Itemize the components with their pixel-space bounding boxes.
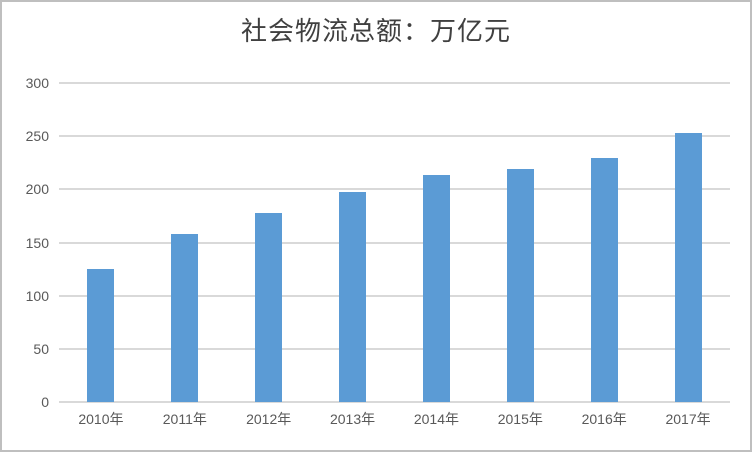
x-tick-label-2011年: 2011年 <box>162 411 207 427</box>
gridline-50 <box>59 347 730 350</box>
bar-2014年 <box>422 174 450 402</box>
x-tick-label-2010年: 2010年 <box>78 411 124 427</box>
bar-slot <box>395 83 479 402</box>
plot-area <box>59 82 730 403</box>
bar-2011年 <box>171 233 199 402</box>
bar-slot <box>478 83 562 402</box>
bar-slot <box>59 83 143 402</box>
chart-title: 社会物流总额：万亿元 <box>240 17 511 47</box>
bar-slot <box>227 83 311 402</box>
bar-2010年 <box>87 268 115 402</box>
x-tick-label-2015年: 2015年 <box>497 411 543 427</box>
bar-slot <box>562 83 646 402</box>
x-tick-label-2016年: 2016年 <box>581 411 627 427</box>
gridline-200 <box>59 188 730 191</box>
y-tick-label-100: 100 <box>25 287 49 304</box>
y-tick-label-150: 150 <box>25 234 49 251</box>
bar-slot <box>143 83 227 402</box>
gridline-100 <box>59 294 730 297</box>
y-tick-label-300: 300 <box>25 75 49 91</box>
y-tick-label-0: 0 <box>41 394 49 410</box>
bar-2013年 <box>339 191 367 402</box>
bar-slot <box>311 83 395 402</box>
gridline-0 <box>59 401 730 403</box>
x-tick-label-2012年: 2012年 <box>246 411 292 427</box>
x-axis-tick-labels: 2010年 2011年 2012年 2013年 2014年 2015年 2016年 2017年 <box>59 408 730 430</box>
gridline-300 <box>59 82 730 84</box>
bar-2015年 <box>506 168 534 402</box>
y-tick-label-200: 200 <box>25 181 49 198</box>
x-tick-label-2013年: 2013年 <box>329 411 376 427</box>
gridline-250 <box>59 135 730 138</box>
bar-2012年 <box>255 213 283 402</box>
y-tick-label-250: 250 <box>25 128 49 145</box>
bar-2016年 <box>590 157 618 402</box>
y-tick-label-50: 50 <box>33 340 49 357</box>
x-tick-label-2014年: 2014年 <box>413 411 460 427</box>
bar-slot <box>646 83 730 402</box>
gridline-150 <box>59 241 730 244</box>
bar-series <box>59 83 730 402</box>
x-tick-label-2017年: 2017年 <box>665 411 711 427</box>
bar-2017年 <box>674 133 702 402</box>
